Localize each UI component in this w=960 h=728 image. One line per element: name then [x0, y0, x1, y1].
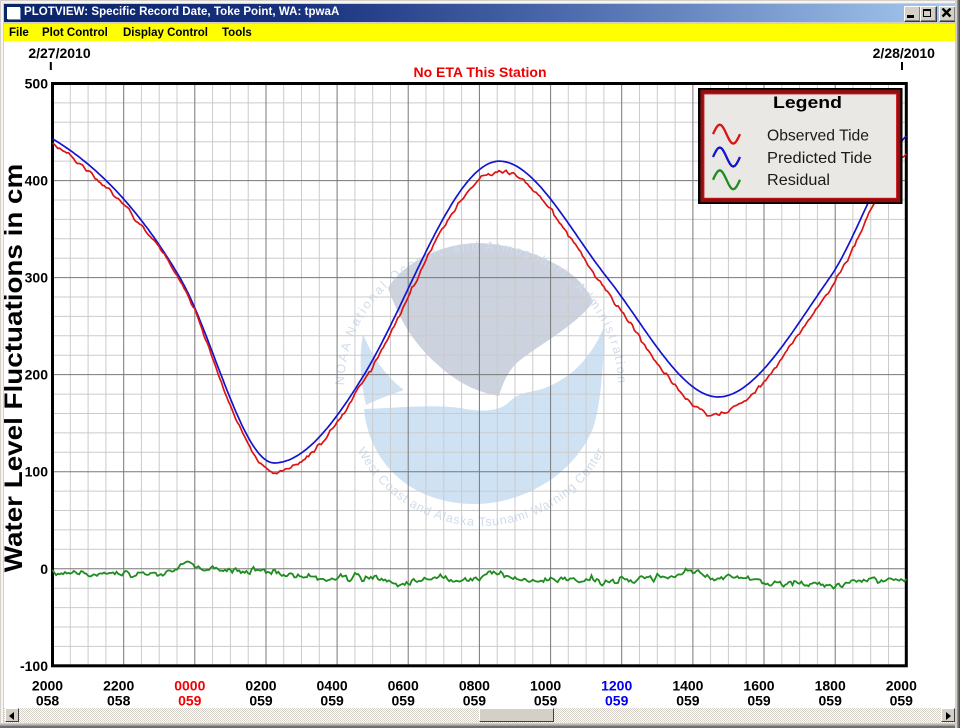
svg-text:0: 0 — [40, 561, 48, 577]
svg-text:059: 059 — [392, 693, 416, 709]
svg-text:200: 200 — [25, 367, 49, 383]
svg-text:300: 300 — [25, 270, 49, 286]
svg-text:059: 059 — [534, 693, 558, 709]
svg-text:059: 059 — [605, 693, 629, 709]
svg-text:0600: 0600 — [388, 678, 419, 694]
svg-text:100: 100 — [25, 464, 49, 480]
svg-text:2200: 2200 — [103, 678, 134, 694]
svg-text:-100: -100 — [20, 658, 48, 674]
svg-text:059: 059 — [676, 693, 700, 709]
svg-text:500: 500 — [25, 76, 49, 92]
svg-text:059: 059 — [249, 693, 273, 709]
svg-text:0800: 0800 — [459, 678, 490, 694]
svg-text:Residual: Residual — [767, 172, 830, 189]
svg-text:Water Level Fluctuations in cm: Water Level Fluctuations in cm — [4, 164, 27, 573]
svg-text:2/28/2010: 2/28/2010 — [873, 45, 935, 61]
svg-text:059: 059 — [890, 693, 914, 709]
svg-text:400: 400 — [25, 173, 49, 189]
svg-text:059: 059 — [320, 693, 344, 709]
svg-text:0000: 0000 — [174, 678, 205, 694]
svg-text:1800: 1800 — [815, 678, 846, 694]
svg-text:0200: 0200 — [245, 678, 276, 694]
svg-text:2/27/2010: 2/27/2010 — [28, 45, 90, 61]
svg-text:2000: 2000 — [32, 678, 63, 694]
svg-text:Legend: Legend — [773, 93, 842, 112]
svg-text:1600: 1600 — [743, 678, 774, 694]
svg-text:1200: 1200 — [601, 678, 632, 694]
svg-text:2000: 2000 — [886, 678, 917, 694]
svg-text:No ETA This Station: No ETA This Station — [414, 64, 547, 80]
svg-text:1000: 1000 — [530, 678, 561, 694]
svg-text:059: 059 — [819, 693, 843, 709]
svg-text:059: 059 — [747, 693, 771, 709]
svg-text:059: 059 — [178, 693, 202, 709]
svg-text:Predicted Tide: Predicted Tide — [767, 150, 872, 167]
svg-text:Observed Tide: Observed Tide — [767, 128, 869, 145]
svg-text:058: 058 — [107, 693, 131, 709]
svg-text:1400: 1400 — [672, 678, 703, 694]
svg-text:059: 059 — [463, 693, 487, 709]
svg-text:058: 058 — [36, 693, 60, 709]
svg-text:0400: 0400 — [317, 678, 348, 694]
